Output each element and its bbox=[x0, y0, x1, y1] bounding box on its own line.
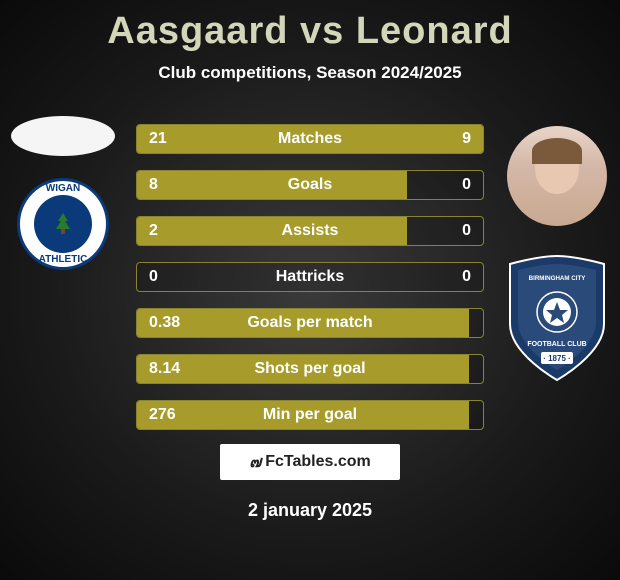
club-text-top: WIGAN bbox=[46, 183, 80, 194]
stat-row: 20Assists bbox=[136, 216, 484, 246]
stat-label: Goals per match bbox=[137, 314, 483, 332]
svg-text:BIRMINGHAM CITY: BIRMINGHAM CITY bbox=[529, 275, 587, 282]
stats-container: 219Matches 80Goals 20Assists 00Hattricks 0.3… bbox=[136, 124, 484, 446]
watermark-icon: ๗ bbox=[249, 450, 261, 475]
page-subtitle: Club competitions, Season 2024/2025 bbox=[0, 63, 620, 83]
player-avatar-left bbox=[11, 116, 115, 156]
stat-label: Assists bbox=[137, 222, 483, 240]
stat-label: Matches bbox=[137, 130, 483, 148]
page-title: Aasgaard vs Leonard bbox=[0, 0, 620, 53]
stat-row: 8.14Shots per goal bbox=[136, 354, 484, 384]
stat-label: Goals bbox=[137, 176, 483, 194]
date-label: 2 january 2025 bbox=[0, 500, 620, 521]
stat-label: Hattricks bbox=[137, 268, 483, 286]
stat-label: Shots per goal bbox=[137, 360, 483, 378]
left-player-column: WIGAN ATHLETIC bbox=[8, 116, 118, 270]
stat-row: 219Matches bbox=[136, 124, 484, 154]
tree-icon bbox=[48, 209, 78, 239]
stat-label: Min per goal bbox=[137, 406, 483, 424]
club-text-bottom: ATHLETIC bbox=[39, 254, 88, 265]
watermark: ๗ FcTables.com bbox=[220, 444, 400, 480]
stat-row: 276Min per goal bbox=[136, 400, 484, 430]
club-badge-right: BIRMINGHAM CITY FOOTBALL CLUB · 1875 · bbox=[506, 254, 608, 384]
stat-row: 80Goals bbox=[136, 170, 484, 200]
player-avatar-right bbox=[507, 126, 607, 226]
club-badge-left: WIGAN ATHLETIC bbox=[17, 178, 109, 270]
svg-text:· 1875 ·: · 1875 · bbox=[543, 354, 571, 363]
svg-text:FOOTBALL CLUB: FOOTBALL CLUB bbox=[527, 341, 586, 348]
stat-row: 0.38Goals per match bbox=[136, 308, 484, 338]
watermark-text: FcTables.com bbox=[265, 453, 371, 471]
right-player-column: BIRMINGHAM CITY FOOTBALL CLUB · 1875 · bbox=[502, 126, 612, 384]
stat-row: 00Hattricks bbox=[136, 262, 484, 292]
